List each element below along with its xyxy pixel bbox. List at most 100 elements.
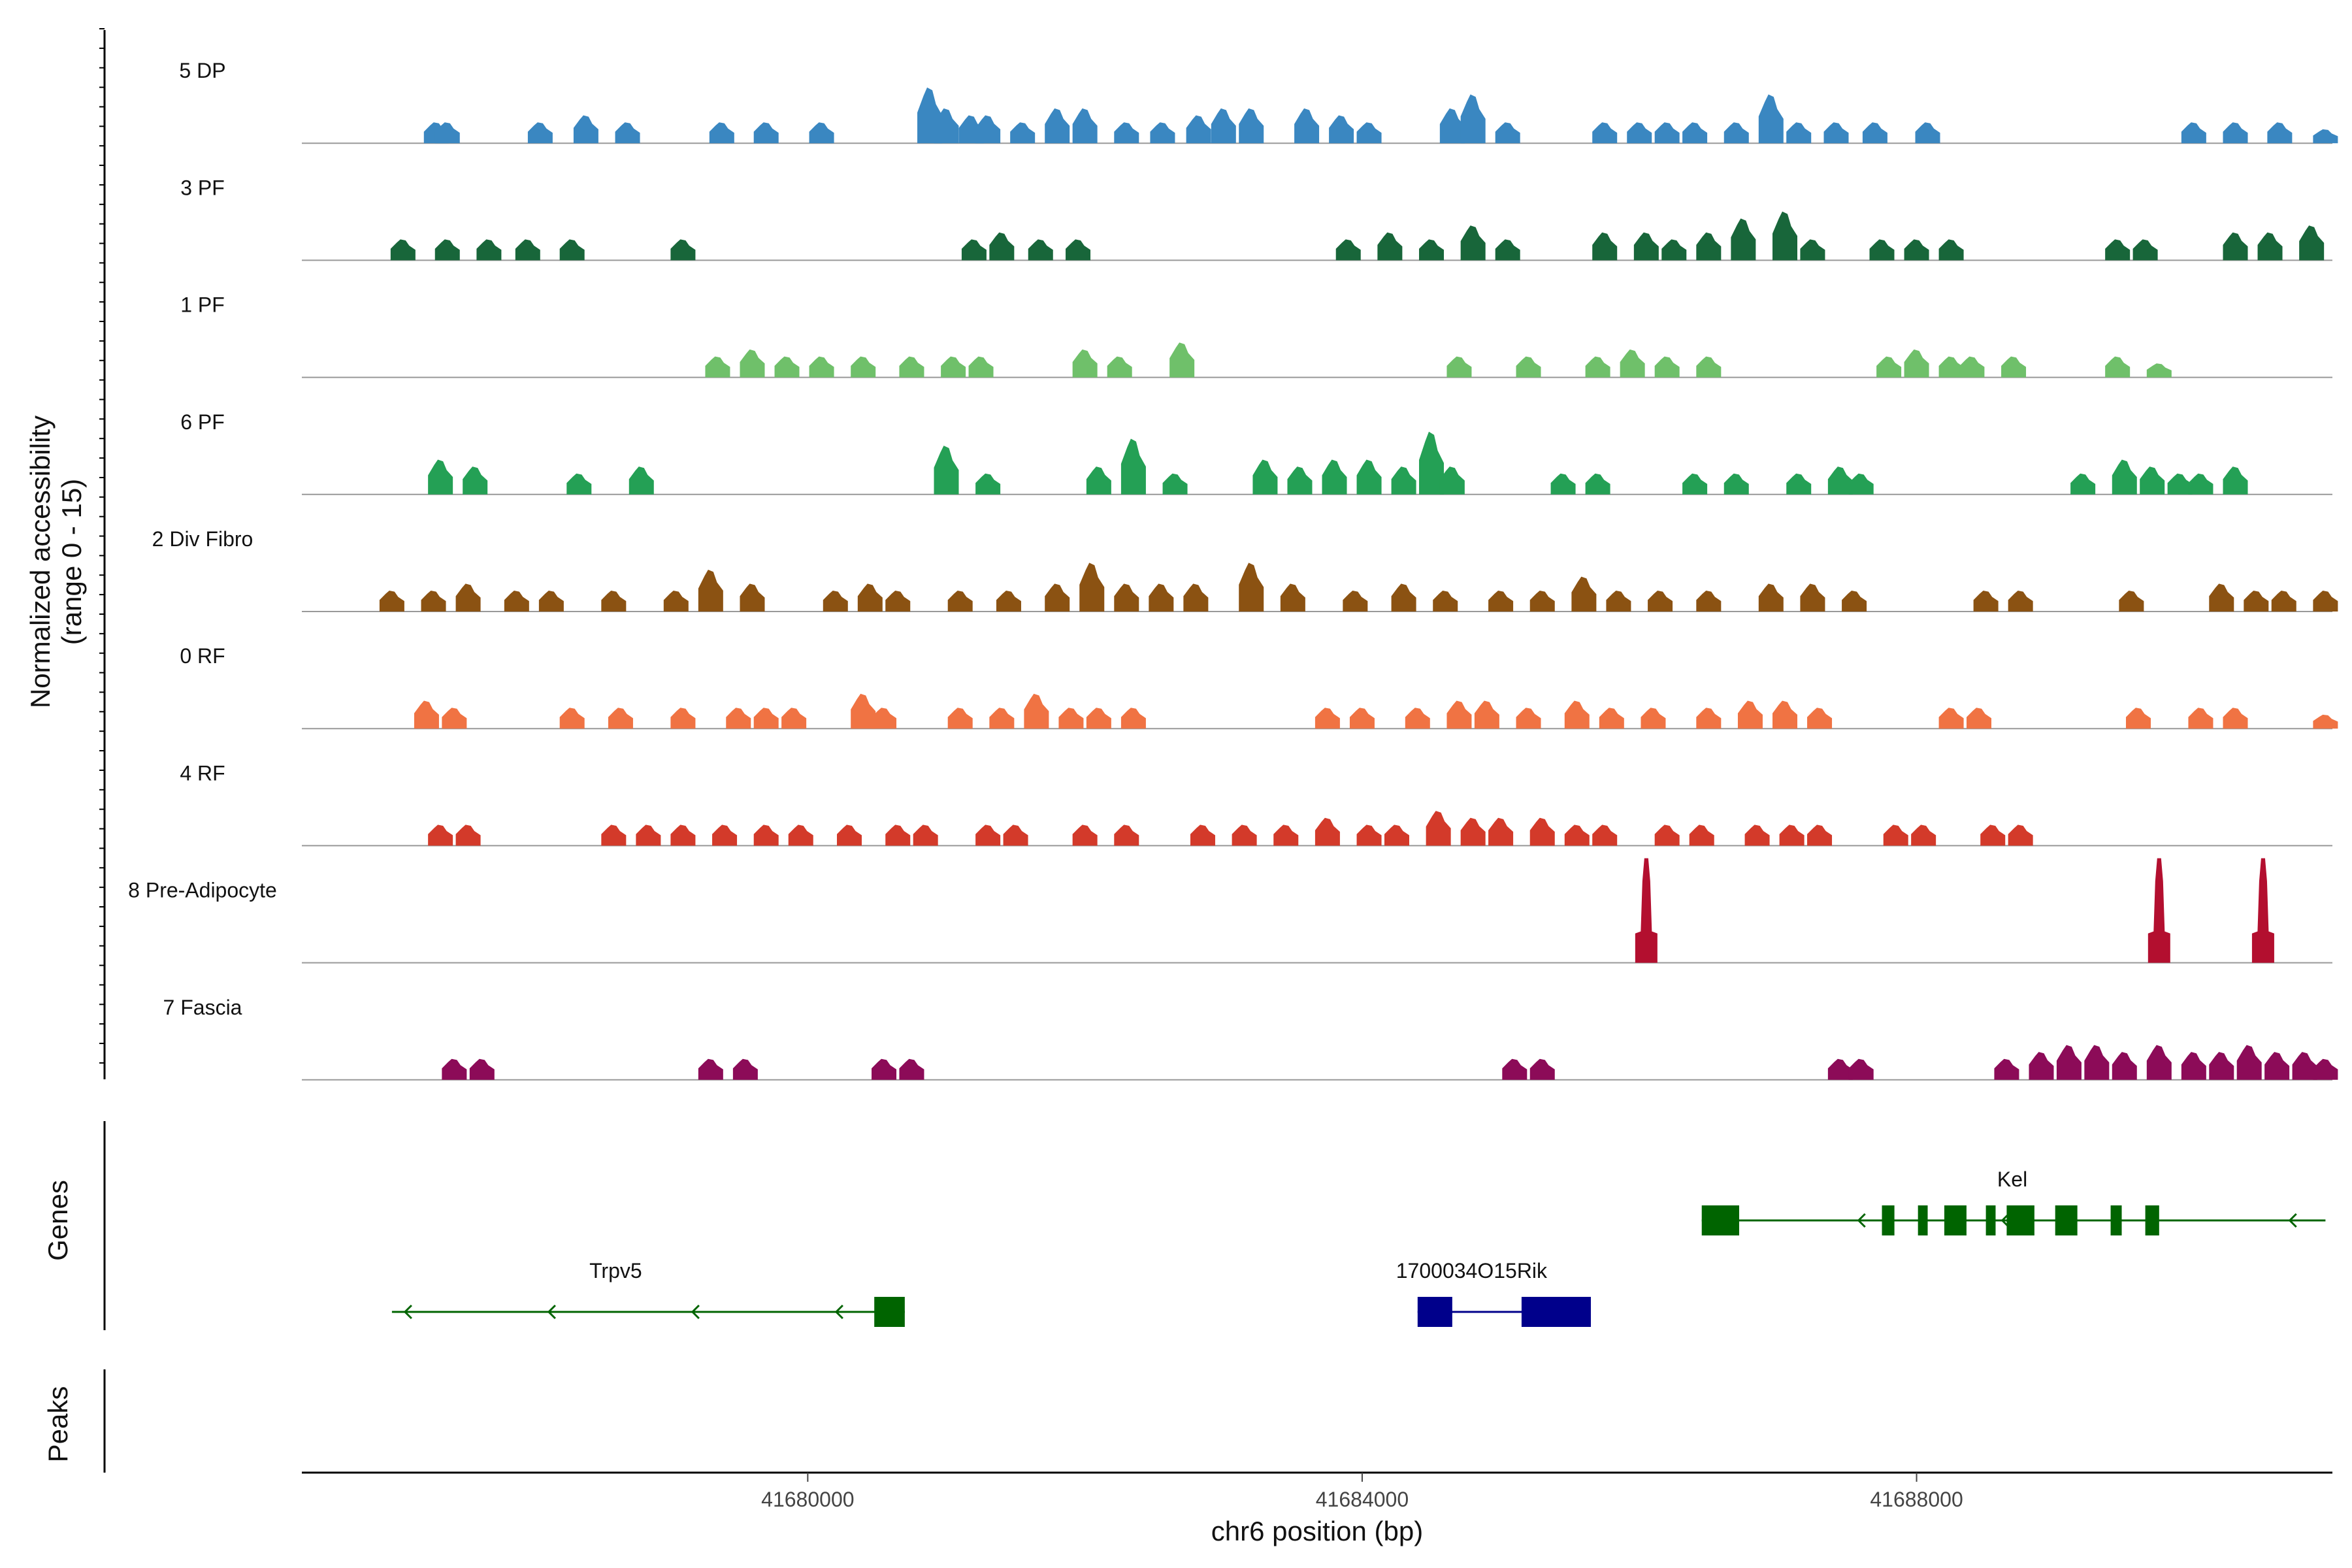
coverage-peak	[1869, 239, 1895, 261]
coverage-peak	[1696, 232, 1722, 261]
coverage-peak	[753, 122, 779, 144]
coverage-peak	[885, 591, 911, 612]
coverage-peak	[2132, 239, 2158, 261]
coverage-peak	[390, 239, 416, 261]
coverage-peak	[1723, 473, 1749, 495]
coverage-peak	[1058, 708, 1084, 729]
coverage-peak	[1072, 108, 1098, 144]
coverage-peak	[753, 708, 779, 729]
x-tick-label: 41684000	[1316, 1488, 1409, 1511]
coverage-tracks: 5 DP 3 PF 1 PF 6 PF 2 Div Fibro 0 RF 4 RF 8 Pre…	[128, 59, 2338, 1081]
coverage-peak	[1627, 122, 1652, 144]
coverage-peak	[2188, 473, 2213, 495]
coverage-peak	[1426, 811, 1451, 846]
coverage-peak	[663, 591, 689, 612]
coverage-peak	[1585, 356, 1610, 378]
track-label: 6 PF	[180, 410, 225, 434]
coverage-peak	[2084, 1045, 2110, 1080]
coverage-peak	[2112, 459, 2137, 495]
track-8-pre-adipocyte: 8 Pre-Adipocyte	[128, 858, 2332, 964]
coverage-peak	[1045, 583, 1070, 612]
exon	[2145, 1205, 2159, 1235]
coverage-peak	[476, 239, 502, 261]
coverage-peak	[2267, 122, 2293, 144]
coverage-peak	[1938, 239, 1964, 261]
coverage-peak	[1807, 708, 1833, 729]
exon	[1417, 1297, 1452, 1327]
exon	[874, 1297, 905, 1327]
coverage-peak	[1419, 431, 1445, 495]
coverage-peak	[1211, 108, 1236, 144]
coverage-peak	[2251, 858, 2274, 963]
coverage-peak	[1516, 356, 1541, 378]
coverage-peak	[1635, 858, 1658, 963]
coverage-peak	[1162, 473, 1188, 495]
coverage-peak	[899, 356, 924, 378]
coverage-peak	[1488, 817, 1514, 846]
coverage-peak	[2223, 466, 2248, 495]
gene-1700034o15rik: 1700034O15Rik	[1396, 1259, 1591, 1327]
coverage-peak	[1758, 94, 1784, 144]
coverage-peak	[1689, 825, 1714, 846]
coverage-peak	[1495, 239, 1520, 261]
coverage-peak	[947, 591, 973, 612]
exon	[2055, 1205, 2078, 1235]
coverage-peak	[975, 115, 1001, 144]
coverage-peak	[1066, 239, 1091, 261]
coverage-peak	[726, 708, 751, 729]
track-label: 8 Pre-Adipocyte	[128, 879, 277, 902]
gene-annotation-track: Trpv5 1700034O15Rik Kel	[391, 1168, 2326, 1327]
coverage-peak	[2112, 1052, 2137, 1080]
coverage-peak	[670, 825, 696, 846]
coverage-peak	[1682, 473, 1708, 495]
coverage-peak	[515, 239, 540, 261]
coverage-peak	[1072, 825, 1098, 846]
x-axis-title: chr6 position (bp)	[1211, 1516, 1424, 1546]
coverage-peak	[1800, 583, 1825, 612]
strand-arrow	[547, 1304, 556, 1320]
coverage-peak	[2056, 1045, 2082, 1080]
coverage-peak	[705, 356, 730, 378]
track-0-rf: 0 RF	[180, 644, 2338, 730]
coverage-peak	[1343, 591, 1368, 612]
coverage-peak	[2188, 708, 2213, 729]
coverage-peak	[1938, 356, 1964, 378]
track-6-pf: 6 PF	[180, 410, 2332, 495]
coverage-peak	[788, 825, 813, 846]
coverage-peak	[1114, 825, 1139, 846]
coverage-peak	[1446, 700, 1472, 729]
coverage-peak	[1904, 239, 1929, 261]
coverage-peak	[872, 708, 897, 729]
track-1-pf: 1 PF	[180, 293, 2332, 378]
coverage-peak	[573, 115, 598, 144]
track-4-rf: 4 RF	[180, 761, 2332, 847]
coverage-peak	[608, 708, 633, 729]
strand-arrow	[2288, 1213, 2297, 1228]
coverage-peak	[698, 1058, 723, 1080]
coverage-peak	[1550, 473, 1576, 495]
coverage-peak	[1606, 591, 1631, 612]
coverage-peak	[1439, 108, 1465, 144]
coverage-peak	[899, 1058, 924, 1080]
coverage-peak	[2271, 591, 2296, 612]
track-label: 0 RF	[180, 644, 225, 668]
track-label: 5 DP	[179, 59, 225, 82]
coverage-peak	[1356, 122, 1382, 144]
coverage-peak	[2244, 591, 2269, 612]
coverage-peak	[1495, 122, 1520, 144]
coverage-peak	[2313, 129, 2338, 144]
x-axis: 41680000 41684000 41688000	[302, 1471, 2332, 1511]
coverage-peak	[1807, 825, 1833, 846]
coverage-peak	[1696, 591, 1722, 612]
coverage-peak	[414, 700, 439, 729]
coverage-peak	[1848, 473, 1874, 495]
coverage-peak	[1356, 459, 1382, 495]
coverage-peak	[442, 708, 467, 729]
coverage-peak	[2105, 356, 2131, 378]
coverage-peak	[1045, 108, 1070, 144]
coverage-peak	[463, 466, 488, 495]
track-5-dp: 5 DP	[179, 59, 2338, 144]
exon	[2110, 1205, 2122, 1235]
coverage-peak	[2257, 232, 2283, 261]
coverage-peak	[1696, 708, 1722, 729]
